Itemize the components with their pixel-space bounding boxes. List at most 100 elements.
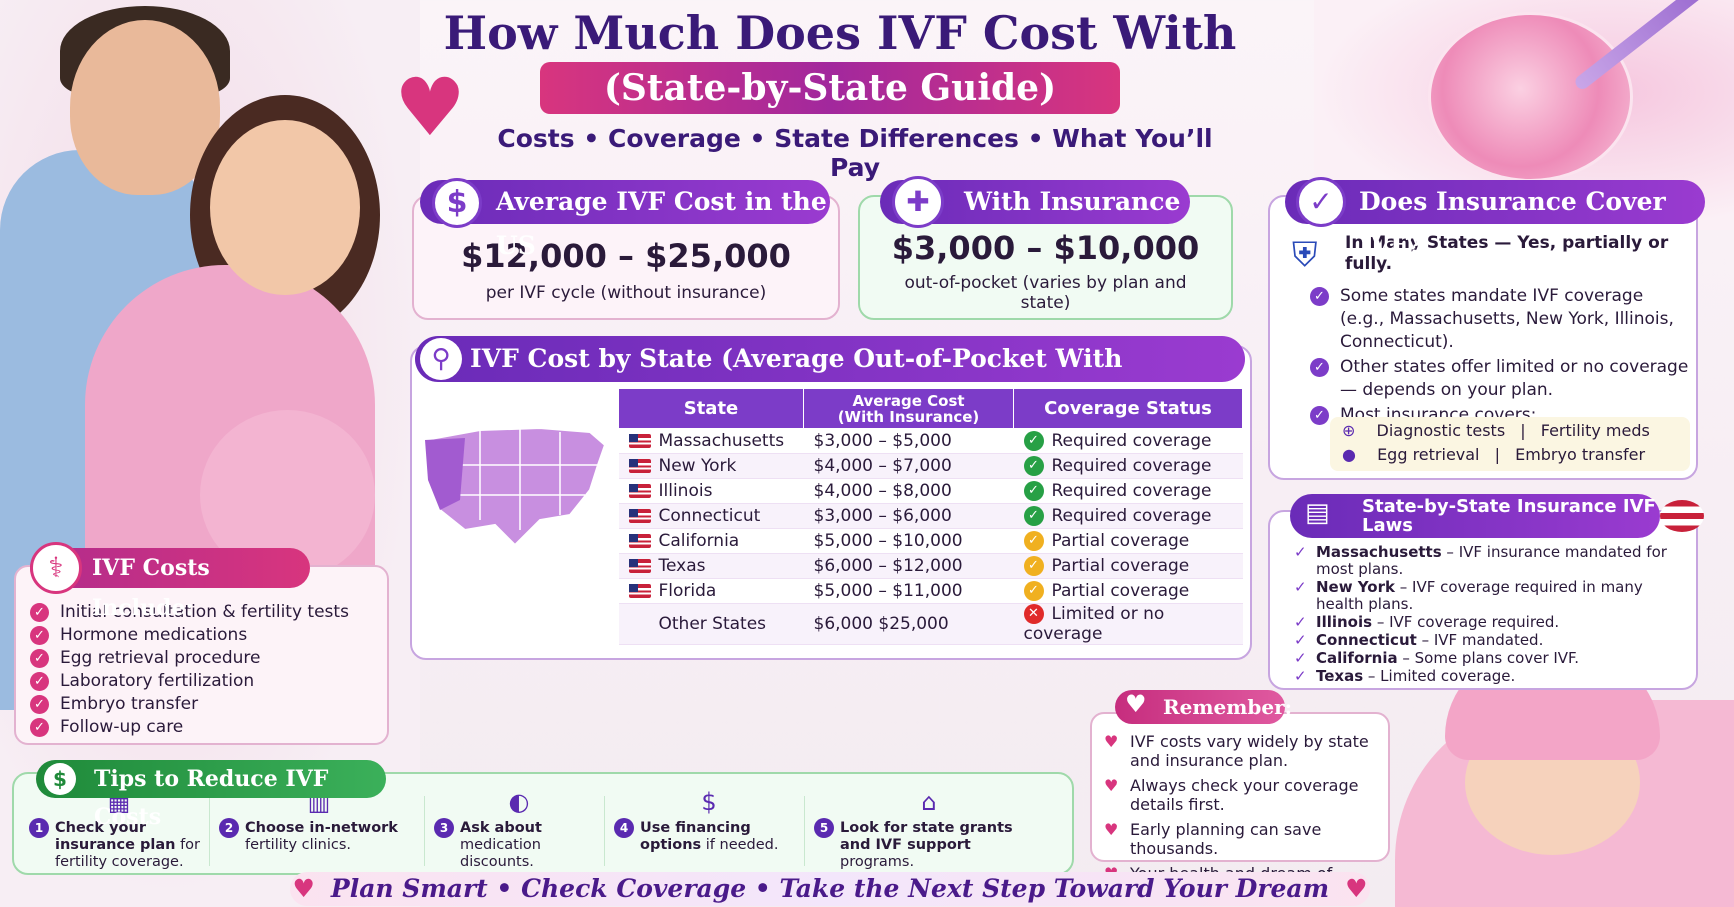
law-state: California [1316, 649, 1398, 667]
list-item: Embryo transfer [30, 693, 349, 716]
list-item: Massachusetts – IVF insurance mandated f… [1290, 544, 1690, 578]
with-insurance-value: $3,000 – $10,000 [891, 229, 1200, 267]
woman-head [210, 120, 360, 295]
footer-banner: ♥ Plan Smart • Check Coverage • Take the … [290, 872, 1370, 906]
tip-number: 4 [614, 818, 634, 838]
status-green-icon: ✓ [1023, 506, 1044, 526]
state-flag-icon [628, 484, 651, 498]
pill-icon: ◐ [508, 788, 530, 816]
tip-item: ⌂ 5 Look for state grants and IVF support … [814, 790, 1044, 871]
covers-separator-1: | [1520, 421, 1526, 440]
table-row: Massachusetts $3,000 – $5,000 ✓ Required co… [618, 428, 1243, 454]
state-cell: Connecticut [618, 503, 804, 529]
list-item: New York – IVF coverage required in many… [1290, 579, 1690, 613]
law-state: Connecticut [1316, 631, 1417, 649]
state-name: Illinois [658, 481, 713, 501]
tip-number: 3 [434, 818, 454, 838]
remember-list: IVF costs vary widely by state and insur… [1104, 732, 1386, 907]
footer-text: Plan Smart • Check Coverage • Take the N… [330, 874, 1330, 903]
coverage-label: Partial coverage [1051, 531, 1190, 551]
tip-divider [804, 796, 805, 866]
table-row: Florida $5,000 – $11,000 ✓ Partial coverage [618, 578, 1243, 604]
coverage-cell: ✓ Required coverage [1013, 478, 1243, 504]
cost-cell: $3,000 – $5,000 [803, 428, 1014, 454]
remember-header: Remember: [1115, 690, 1292, 724]
cost-cell: $4,000 – $7,000 [803, 453, 1014, 479]
tip-divider [424, 796, 425, 866]
money-bag-icon: $ [432, 178, 482, 228]
costs-include-title: IVF Costs Include: [92, 555, 210, 621]
state-table-header: IVF Cost by State (Average Out-of-Pocket… [415, 336, 1245, 419]
status-yellow-icon: ✓ [1023, 581, 1044, 601]
tip-bold-text: Look for state grants and IVF support [840, 820, 1013, 853]
tip-bold-text: Use financing options [640, 820, 751, 853]
state-flag-icon [628, 459, 651, 473]
table-row: New York $4,000 – $7,000 ✓ Required coverag… [618, 453, 1243, 479]
cost-cell: $6,000 – $12,000 [803, 553, 1014, 579]
cost-cell: $5,000 – $10,000 [803, 528, 1014, 554]
tip-divider [209, 796, 210, 866]
cost-cell: $4,000 – $8,000 [803, 478, 1014, 504]
status-yellow-icon: ✓ [1023, 531, 1044, 551]
coverage-cell: ✓ Required coverage [1013, 428, 1243, 454]
law-state: New York [1316, 578, 1395, 596]
laws-title: State-by-State Insurance IVF Laws [1362, 496, 1656, 536]
tip-text: for fertility coverage. [55, 837, 200, 870]
coverage-label: Limited or no coverage [1023, 604, 1165, 644]
tip-bold-text: Check your insurance plan [55, 820, 176, 853]
costs-include-list: Initial consultation & fertility testsHo… [30, 601, 349, 739]
table-row: California $5,000 – $10,000 ✓ Partial cover… [618, 528, 1243, 554]
covers-embryo: Embryo transfer [1515, 445, 1646, 464]
coverage-label: Partial coverage [1051, 556, 1190, 576]
dollar-coin-icon: $ [701, 788, 717, 816]
covers-row-1: ⊕ Diagnostic tests | Fertility meds [1342, 419, 1690, 443]
covers-row-2: ● Egg retrieval | Embryo transfer [1342, 443, 1690, 467]
law-text: – IVF insurance mandated for most plans. [1316, 543, 1667, 578]
with-insurance-label: With Insurance [964, 187, 1181, 216]
status-green-icon: ✓ [1023, 456, 1044, 476]
covers-meds: Fertility meds [1540, 421, 1650, 440]
law-text: – Some plans cover IVF. [1397, 649, 1580, 667]
us-map-illustration [423, 426, 607, 547]
embryo-illustration [1428, 12, 1633, 182]
list-item: Follow-up care [30, 716, 349, 739]
tips-title: Tips to Reduce IVF Costs [94, 766, 329, 830]
law-state: Illinois [1316, 613, 1373, 631]
status-green-icon: ✓ [1023, 481, 1044, 501]
coverage-cell: ✓ Partial coverage [1013, 528, 1243, 554]
list-item: Hormone medications [30, 624, 349, 647]
coverage-label: Required coverage [1051, 481, 1212, 501]
tip-item: ▥ 2 Choose in-network fertility clinics. [219, 790, 419, 854]
state-table: State Average Cost (With Insurance) Cove… [618, 388, 1243, 645]
tip-item: ◐ 3 Ask about medication discounts. [434, 788, 604, 871]
tip-text: fertility clinics. [245, 837, 352, 853]
state-cell: California [618, 528, 804, 554]
tip-bold-text: Choose in-network [245, 820, 398, 836]
us-flag-icon [1660, 500, 1704, 532]
coverage-cell: ✓ Required coverage [1013, 453, 1243, 479]
covers-egg: Egg retrieval [1377, 445, 1480, 464]
laws-card: Massachusetts – IVF insurance mandated f… [1268, 510, 1698, 690]
coverage-lead: In Many States — Yes, partially or fully… [1345, 233, 1669, 274]
egg-icon: ● [1342, 445, 1356, 464]
average-cost-header: Average IVF Cost in the US [420, 180, 830, 260]
list-item: IVF costs vary widely by state and insur… [1104, 732, 1386, 770]
tips-header: Tips to Reduce IVF Costs [36, 760, 386, 830]
list-item: Some states mandate IVF coverage (e.g., … [1310, 285, 1690, 354]
status-red-icon: ✕ [1023, 604, 1044, 624]
list-item: Other states offer limited or no coverag… [1310, 356, 1690, 402]
laws-list: Massachusetts – IVF insurance mandated f… [1290, 544, 1690, 686]
costs-include-card: Initial consultation & fertility testsHo… [14, 565, 389, 745]
cost-cell: $5,000 – $11,000 [803, 578, 1014, 604]
cost-cell: $3,000 – $6,000 [803, 503, 1014, 529]
tip-number: 2 [219, 818, 239, 838]
list-item: Laboratory fertilization [30, 670, 349, 693]
man-head [70, 20, 220, 195]
law-text: – IVF mandated. [1416, 631, 1544, 649]
state-cell: Texas [618, 553, 804, 579]
state-flag-icon [628, 584, 651, 598]
coverage-list: Some states mandate IVF coverage (e.g., … [1310, 285, 1690, 429]
law-state: Texas [1316, 667, 1364, 685]
coverage-label: Required coverage [1051, 456, 1212, 476]
